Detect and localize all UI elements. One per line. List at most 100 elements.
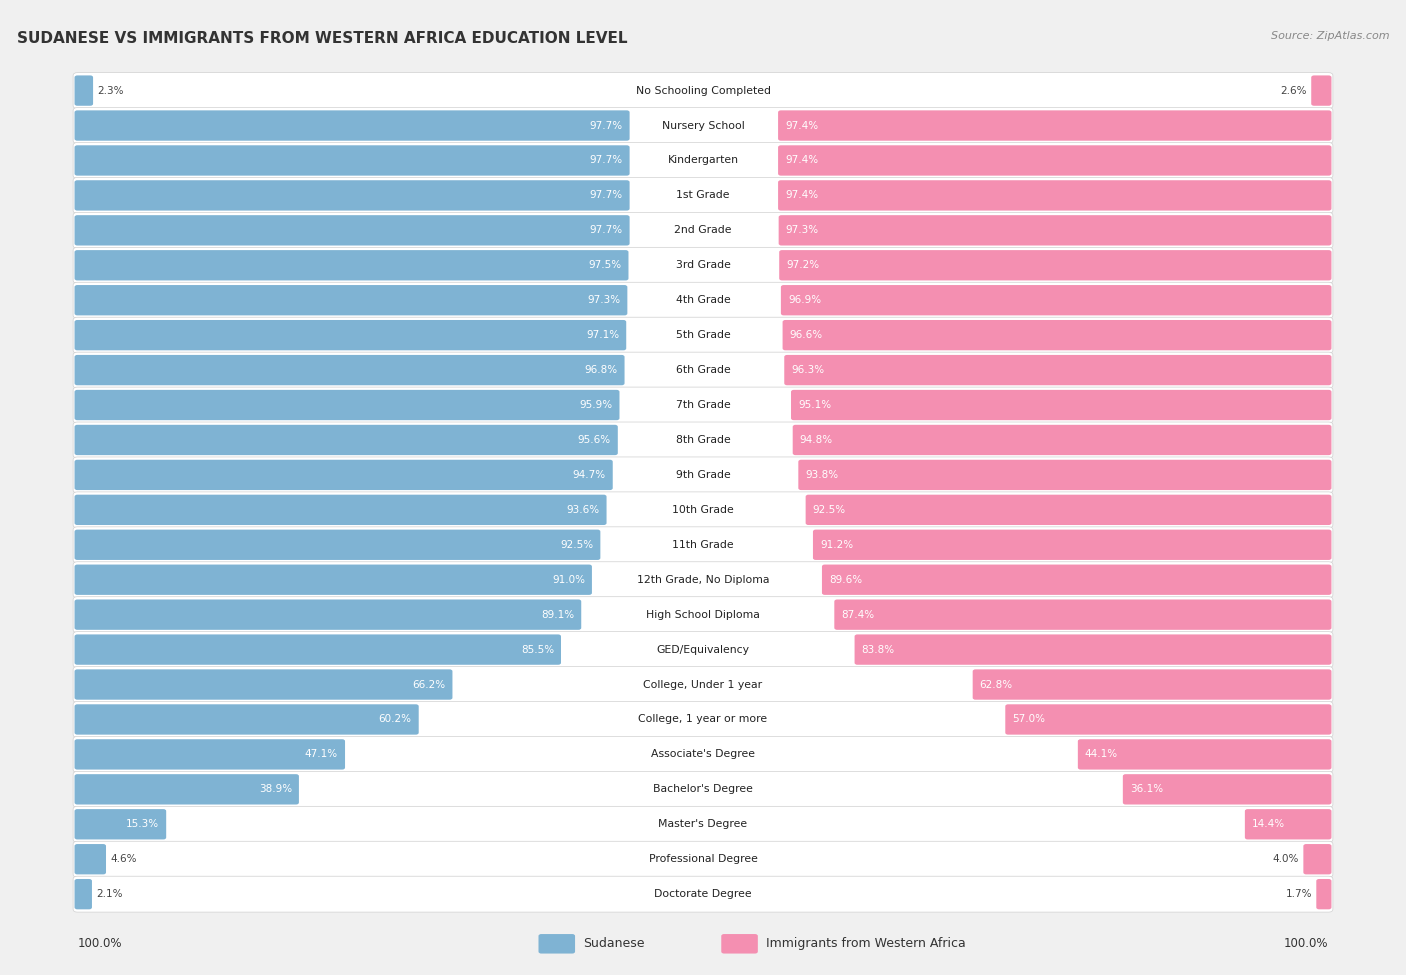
Text: 6th Grade: 6th Grade	[676, 365, 730, 375]
Text: 2.6%: 2.6%	[1281, 86, 1308, 96]
FancyBboxPatch shape	[75, 425, 617, 455]
FancyBboxPatch shape	[538, 934, 575, 954]
Text: 97.7%: 97.7%	[589, 190, 623, 201]
Text: 100.0%: 100.0%	[1284, 937, 1329, 951]
FancyBboxPatch shape	[1312, 75, 1331, 105]
FancyBboxPatch shape	[855, 635, 1331, 665]
Text: 96.3%: 96.3%	[792, 365, 824, 375]
FancyBboxPatch shape	[73, 177, 1333, 214]
Text: 93.8%: 93.8%	[806, 470, 838, 480]
Text: 14.4%: 14.4%	[1251, 819, 1285, 830]
Text: High School Diploma: High School Diploma	[647, 609, 759, 620]
FancyBboxPatch shape	[792, 390, 1331, 420]
FancyBboxPatch shape	[73, 702, 1333, 737]
Text: 2.3%: 2.3%	[97, 86, 124, 96]
FancyBboxPatch shape	[779, 215, 1331, 246]
FancyBboxPatch shape	[1303, 844, 1331, 875]
FancyBboxPatch shape	[75, 774, 299, 804]
Text: 36.1%: 36.1%	[1130, 784, 1163, 795]
Text: 7th Grade: 7th Grade	[676, 400, 730, 410]
Text: 85.5%: 85.5%	[520, 644, 554, 654]
FancyBboxPatch shape	[778, 110, 1331, 140]
Text: 97.7%: 97.7%	[589, 225, 623, 235]
FancyBboxPatch shape	[785, 355, 1331, 385]
Text: 1.7%: 1.7%	[1285, 889, 1312, 899]
FancyBboxPatch shape	[73, 736, 1333, 772]
FancyBboxPatch shape	[75, 110, 630, 140]
FancyBboxPatch shape	[75, 75, 93, 105]
FancyBboxPatch shape	[73, 771, 1333, 807]
FancyBboxPatch shape	[75, 494, 606, 525]
Text: 97.2%: 97.2%	[786, 260, 820, 270]
FancyBboxPatch shape	[973, 670, 1331, 700]
Text: 92.5%: 92.5%	[813, 505, 846, 515]
FancyBboxPatch shape	[1005, 704, 1331, 734]
FancyBboxPatch shape	[75, 600, 581, 630]
FancyBboxPatch shape	[75, 704, 419, 734]
Text: 87.4%: 87.4%	[841, 609, 875, 620]
FancyBboxPatch shape	[75, 844, 105, 875]
Text: 15.3%: 15.3%	[127, 819, 159, 830]
Text: Sudanese: Sudanese	[583, 937, 645, 951]
FancyBboxPatch shape	[783, 320, 1331, 350]
Text: No Schooling Completed: No Schooling Completed	[636, 86, 770, 96]
FancyBboxPatch shape	[75, 320, 626, 350]
Text: Associate's Degree: Associate's Degree	[651, 750, 755, 760]
FancyBboxPatch shape	[73, 562, 1333, 598]
Text: 96.9%: 96.9%	[787, 295, 821, 305]
Text: 44.1%: 44.1%	[1085, 750, 1118, 760]
Text: Immigrants from Western Africa: Immigrants from Western Africa	[766, 937, 966, 951]
FancyBboxPatch shape	[73, 877, 1333, 912]
Text: Professional Degree: Professional Degree	[648, 854, 758, 864]
FancyBboxPatch shape	[779, 251, 1331, 281]
Text: 2nd Grade: 2nd Grade	[675, 225, 731, 235]
Text: 95.9%: 95.9%	[579, 400, 613, 410]
Text: 97.3%: 97.3%	[786, 225, 818, 235]
FancyBboxPatch shape	[75, 809, 166, 839]
Text: 95.1%: 95.1%	[799, 400, 831, 410]
FancyBboxPatch shape	[73, 422, 1333, 458]
FancyBboxPatch shape	[73, 492, 1333, 527]
FancyBboxPatch shape	[73, 73, 1333, 108]
Text: 95.6%: 95.6%	[578, 435, 610, 445]
FancyBboxPatch shape	[1078, 739, 1331, 769]
Text: Doctorate Degree: Doctorate Degree	[654, 889, 752, 899]
Text: College, Under 1 year: College, Under 1 year	[644, 680, 762, 689]
FancyBboxPatch shape	[73, 352, 1333, 388]
FancyBboxPatch shape	[75, 879, 91, 910]
Text: 96.8%: 96.8%	[585, 365, 617, 375]
Text: Source: ZipAtlas.com: Source: ZipAtlas.com	[1271, 31, 1389, 41]
Text: Kindergarten: Kindergarten	[668, 155, 738, 166]
Text: 4.6%: 4.6%	[110, 854, 136, 864]
Text: 89.6%: 89.6%	[830, 574, 862, 585]
FancyBboxPatch shape	[793, 425, 1331, 455]
Text: 9th Grade: 9th Grade	[676, 470, 730, 480]
Text: 97.4%: 97.4%	[785, 155, 818, 166]
FancyBboxPatch shape	[75, 251, 628, 281]
Text: 4th Grade: 4th Grade	[676, 295, 730, 305]
Text: 11th Grade: 11th Grade	[672, 540, 734, 550]
FancyBboxPatch shape	[75, 215, 630, 246]
FancyBboxPatch shape	[75, 670, 453, 700]
FancyBboxPatch shape	[75, 355, 624, 385]
Text: SUDANESE VS IMMIGRANTS FROM WESTERN AFRICA EDUCATION LEVEL: SUDANESE VS IMMIGRANTS FROM WESTERN AFRI…	[17, 31, 627, 46]
Text: College, 1 year or more: College, 1 year or more	[638, 715, 768, 724]
FancyBboxPatch shape	[73, 387, 1333, 423]
Text: 91.2%: 91.2%	[820, 540, 853, 550]
Text: Master's Degree: Master's Degree	[658, 819, 748, 830]
FancyBboxPatch shape	[75, 529, 600, 560]
FancyBboxPatch shape	[73, 667, 1333, 702]
FancyBboxPatch shape	[75, 565, 592, 595]
FancyBboxPatch shape	[75, 145, 630, 176]
FancyBboxPatch shape	[799, 460, 1331, 490]
FancyBboxPatch shape	[721, 934, 758, 954]
Text: 97.4%: 97.4%	[785, 121, 818, 131]
Text: 83.8%: 83.8%	[862, 644, 894, 654]
FancyBboxPatch shape	[75, 285, 627, 315]
Text: 97.4%: 97.4%	[785, 190, 818, 201]
FancyBboxPatch shape	[823, 565, 1331, 595]
Text: 3rd Grade: 3rd Grade	[675, 260, 731, 270]
Text: 97.7%: 97.7%	[589, 121, 623, 131]
Text: 89.1%: 89.1%	[541, 609, 574, 620]
Text: 93.6%: 93.6%	[567, 505, 599, 515]
